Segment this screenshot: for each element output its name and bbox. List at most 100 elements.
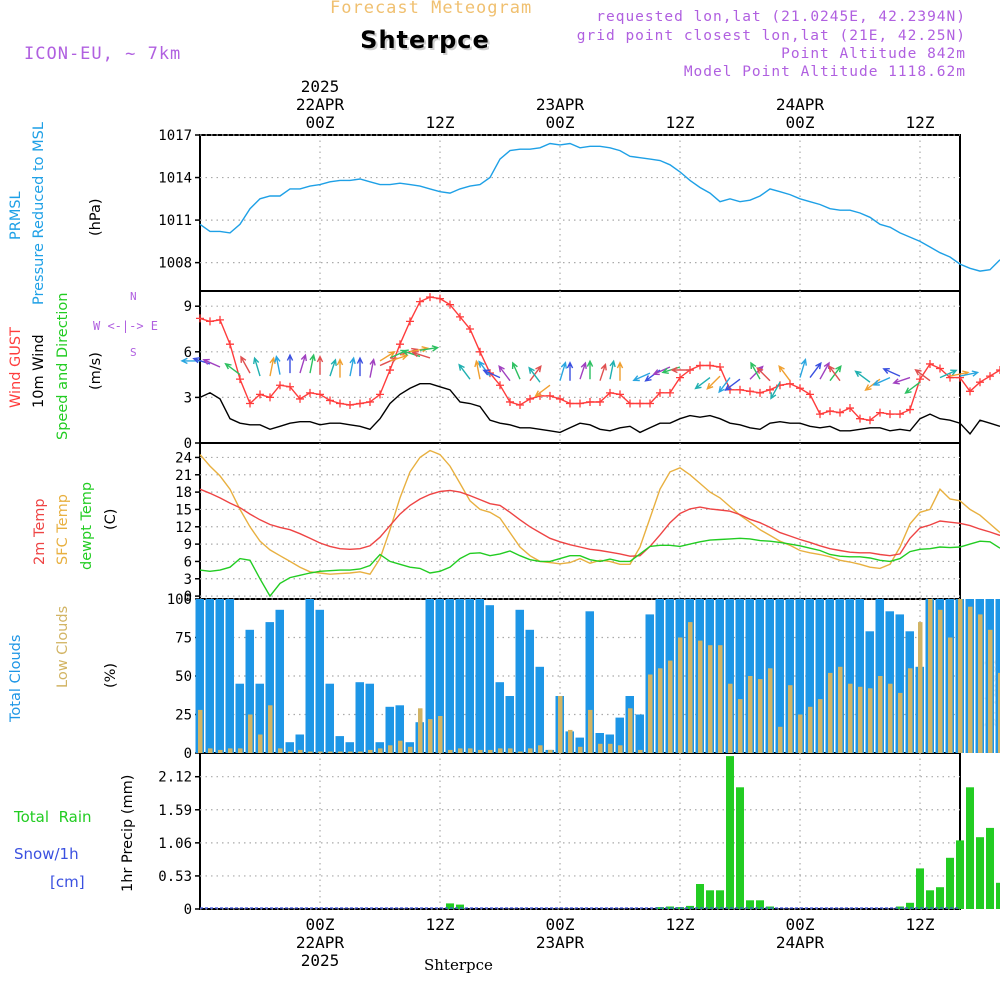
total-cloud-bar	[795, 599, 804, 753]
bottom-time-label: 2025	[301, 951, 340, 970]
gust-marker	[676, 373, 684, 382]
total-cloud-bar	[205, 599, 214, 753]
total-cloud-bar	[255, 683, 264, 753]
low-cloud-bar	[698, 640, 703, 753]
gust-marker	[226, 340, 234, 349]
gust-marker	[706, 361, 714, 370]
wind-direction-arrow	[309, 353, 316, 374]
total-cloud-bar	[595, 733, 604, 753]
low-cloud-bar	[318, 751, 323, 753]
low-cloud-bar	[858, 686, 863, 753]
y-tick-label: 1.06	[158, 836, 192, 852]
wind-direction-arrow	[939, 369, 958, 379]
wind-direction-arrow	[599, 362, 607, 381]
total-cloud-bar	[805, 599, 814, 753]
location-title: Shterpce	[360, 26, 490, 54]
low-cloud-bar	[548, 749, 553, 753]
wind-direction-arrow	[914, 368, 931, 382]
wind-direction-arrow	[819, 361, 830, 380]
total-cloud-bar	[505, 696, 514, 753]
total-cloud-bar	[515, 609, 524, 753]
low-cloud-bar	[368, 749, 373, 753]
total-cloud-bar	[475, 599, 484, 753]
total-cloud-bar	[735, 599, 744, 753]
gust-marker	[666, 388, 674, 397]
wind-direction-arrow	[269, 356, 276, 377]
low-cloud-bar	[878, 676, 883, 753]
low-cloud-bar	[238, 748, 243, 753]
low-cloud-bar	[428, 719, 433, 753]
y-tick-label: 6	[184, 554, 192, 570]
gust-marker	[656, 388, 664, 397]
y-tick-label: 18	[175, 485, 192, 501]
wind-direction-arrow	[274, 355, 281, 375]
top-time-label: 00Z	[786, 113, 815, 132]
gust-marker	[906, 405, 914, 414]
wind-direction-arrow	[756, 366, 771, 382]
low-cloud-bar	[638, 749, 643, 753]
total-cloud-bar	[465, 599, 474, 753]
gust-marker	[896, 410, 904, 419]
gust-marker	[856, 414, 864, 423]
gust-marker	[576, 399, 584, 408]
total-cloud-bar	[725, 599, 734, 753]
y-tick-label: 0	[184, 902, 192, 918]
y-tick-label: 15	[175, 502, 192, 518]
gust-marker	[816, 410, 824, 419]
y-tick-label: 3	[184, 572, 192, 588]
total-cloud-bar	[195, 599, 204, 753]
total-cloud-bar	[245, 629, 254, 753]
wind-direction-arrow	[632, 372, 651, 382]
gust-marker	[416, 297, 424, 306]
low-cloud-bar	[668, 660, 673, 753]
wind-direction-arrow	[202, 358, 221, 368]
low-cloud-bar	[198, 709, 203, 753]
low-cloud-bar	[208, 748, 213, 753]
total-cloud-bar	[235, 683, 244, 753]
gust-marker	[836, 408, 844, 417]
wind-direction-arrow	[644, 369, 661, 382]
y-tick-label: 9	[184, 299, 192, 315]
top-time-label: 00Z	[546, 113, 575, 132]
gust-marker	[406, 317, 414, 326]
rain-bar	[746, 900, 754, 909]
wind-direction-arrow	[458, 363, 471, 380]
top-time-label: 12Z	[666, 113, 695, 132]
low-cloud-bar	[768, 668, 773, 753]
gust-marker	[786, 379, 794, 388]
panel-frame	[199, 442, 961, 600]
gust-marker	[316, 390, 324, 399]
y-tick-label: 9	[184, 537, 192, 553]
low-cloud-bar	[228, 748, 233, 753]
y-tick-label: 12	[175, 520, 192, 536]
low-cloud-bar	[218, 749, 223, 753]
wind-direction-arrow	[579, 361, 587, 380]
top-time-label: 22APR	[296, 95, 345, 114]
gust-marker	[196, 314, 204, 323]
low-cloud-bar	[608, 743, 613, 753]
low-cloud-bar	[508, 748, 513, 753]
wind-direction-arrow	[336, 357, 344, 378]
low-cloud-bar	[888, 683, 893, 753]
snow-unit: [cm]	[50, 873, 85, 891]
gust-marker	[476, 347, 484, 356]
low-cloud-bar	[948, 637, 953, 753]
total-cloud-bar	[215, 599, 224, 753]
rain-bar	[956, 840, 964, 909]
wind-direction-arrow	[528, 366, 541, 383]
gust-marker	[826, 407, 834, 416]
low-cloud-bar	[798, 714, 803, 753]
total-cloud-bar	[885, 611, 894, 753]
low-cloud-bar	[678, 637, 683, 753]
low-cloud-bar	[438, 716, 443, 753]
low-cloud-bar	[908, 668, 913, 753]
wind-direction-arrow	[559, 361, 567, 381]
gust-marker	[926, 359, 934, 368]
low-cloud-bar	[808, 706, 813, 753]
low-cloud-bar	[308, 751, 313, 753]
gust-marker	[256, 390, 264, 399]
total-cloud-bar	[845, 599, 854, 753]
gust-marker	[936, 364, 944, 373]
low-cloud-bar	[738, 699, 743, 753]
